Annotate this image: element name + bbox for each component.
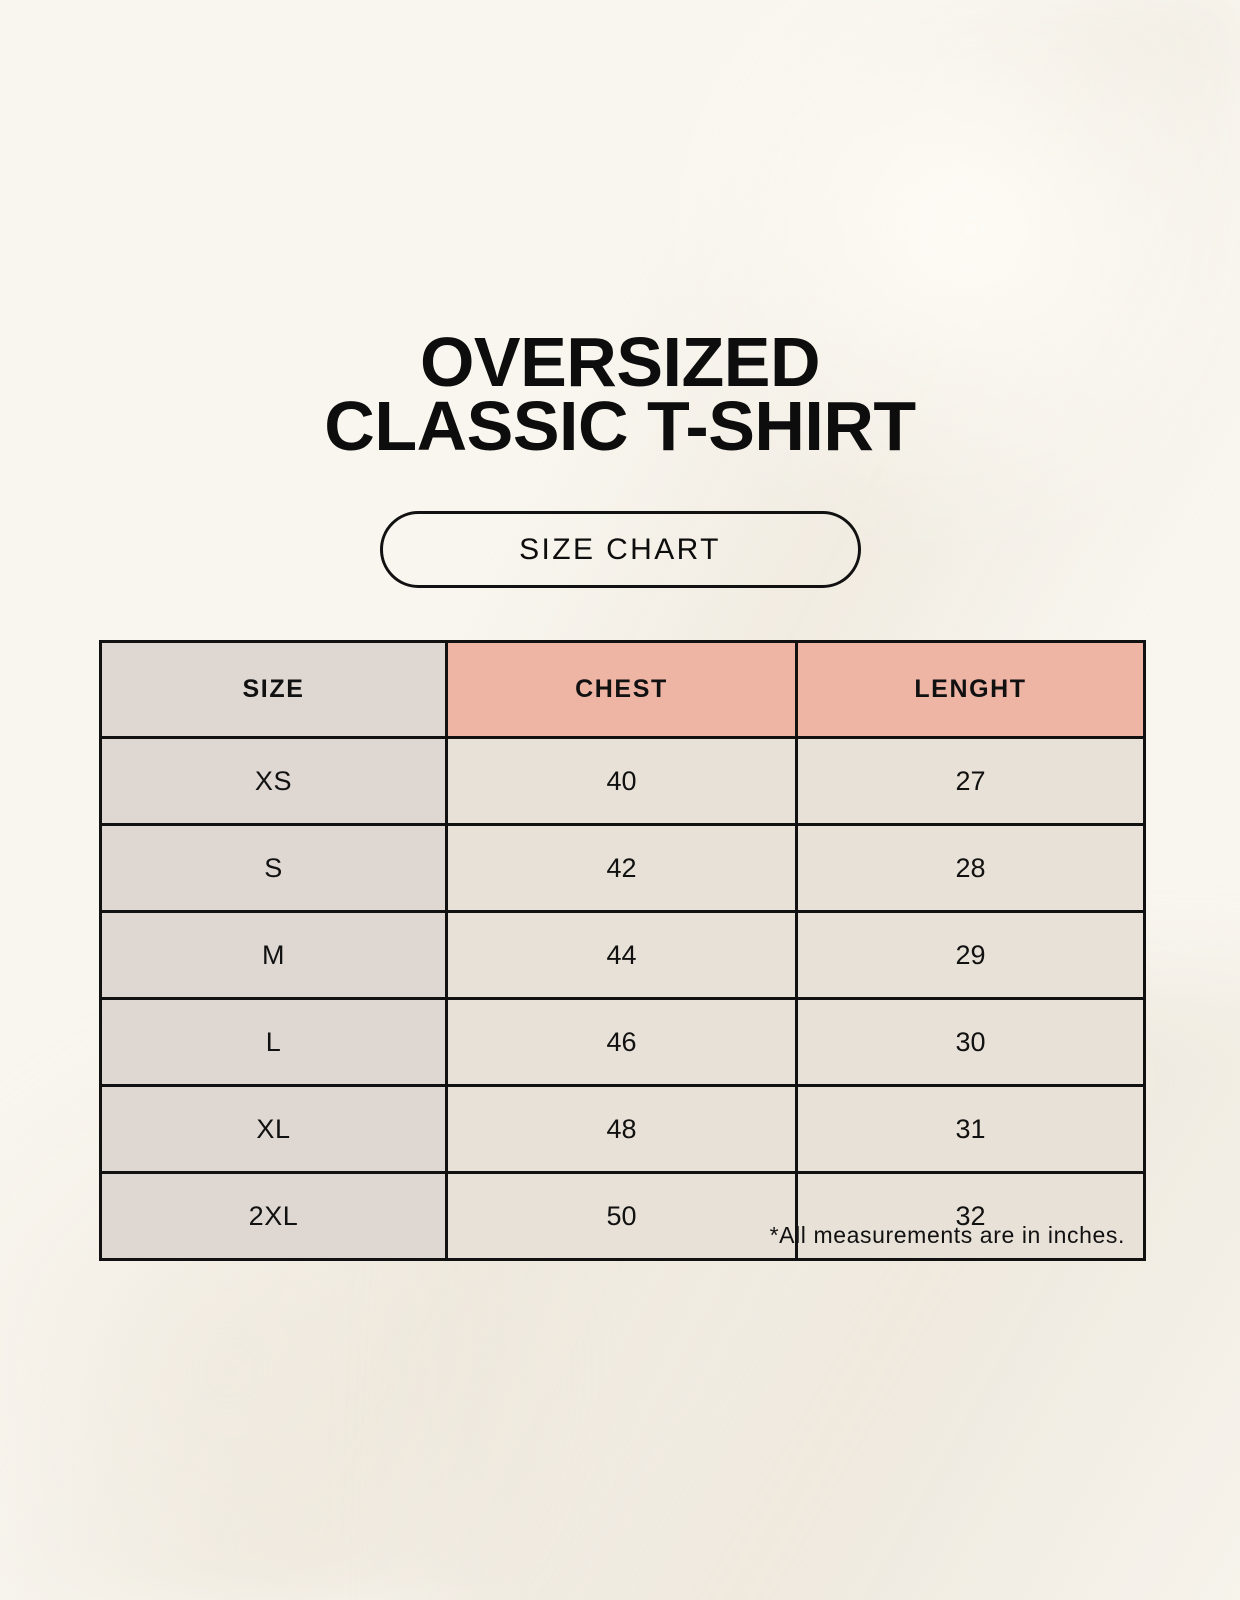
page-title: OVERSIZED CLASSIC T-SHIRT [0, 323, 1240, 465]
cell-chest: 42 [445, 823, 798, 913]
cell-chest: 44 [445, 910, 798, 1000]
cell-chest: 40 [445, 736, 798, 826]
cell-chest: 48 [445, 1084, 798, 1174]
cell-size: S [99, 823, 448, 913]
cell-length: 31 [795, 1084, 1146, 1174]
title-line-oversized: OVERSIZED [419, 323, 821, 401]
column-header-chest: CHEST [445, 640, 798, 739]
table-row: L 46 30 [99, 997, 1146, 1087]
table-row: M 44 29 [99, 910, 1146, 1000]
size-table: SIZE CHEST LENGHT XS 40 27 S 42 28 [99, 640, 1146, 1261]
table-row: XS 40 27 [99, 736, 1146, 826]
cell-length: 28 [795, 823, 1146, 913]
table-header-row: SIZE CHEST LENGHT [99, 640, 1146, 739]
cell-length: 27 [795, 736, 1146, 826]
table-row: S 42 28 [99, 823, 1146, 913]
title-line-classic-tshirt: CLASSIC T-SHIRT [324, 387, 916, 465]
cell-size: XL [99, 1084, 448, 1174]
cell-length: 30 [795, 997, 1146, 1087]
cell-length: 29 [795, 910, 1146, 1000]
size-table-body: XS 40 27 S 42 28 M 44 29 L [99, 736, 1146, 1261]
measurements-note: *All measurements are in inches. [769, 1222, 1125, 1248]
column-header-size: SIZE [99, 640, 448, 739]
table-row: XL 48 31 [99, 1084, 1146, 1174]
size-table-header: SIZE CHEST LENGHT [99, 640, 1146, 739]
cell-size: XS [99, 736, 448, 826]
size-table-container: SIZE CHEST LENGHT XS 40 27 S 42 28 [99, 640, 1146, 1261]
size-chart-badge-container: SIZE CHART [0, 511, 1240, 588]
cell-size: L [99, 997, 448, 1087]
cell-size: M [99, 910, 448, 1000]
cell-chest: 46 [445, 997, 798, 1087]
size-chart-badge: SIZE CHART [379, 511, 861, 588]
column-header-length: LENGHT [795, 640, 1146, 739]
